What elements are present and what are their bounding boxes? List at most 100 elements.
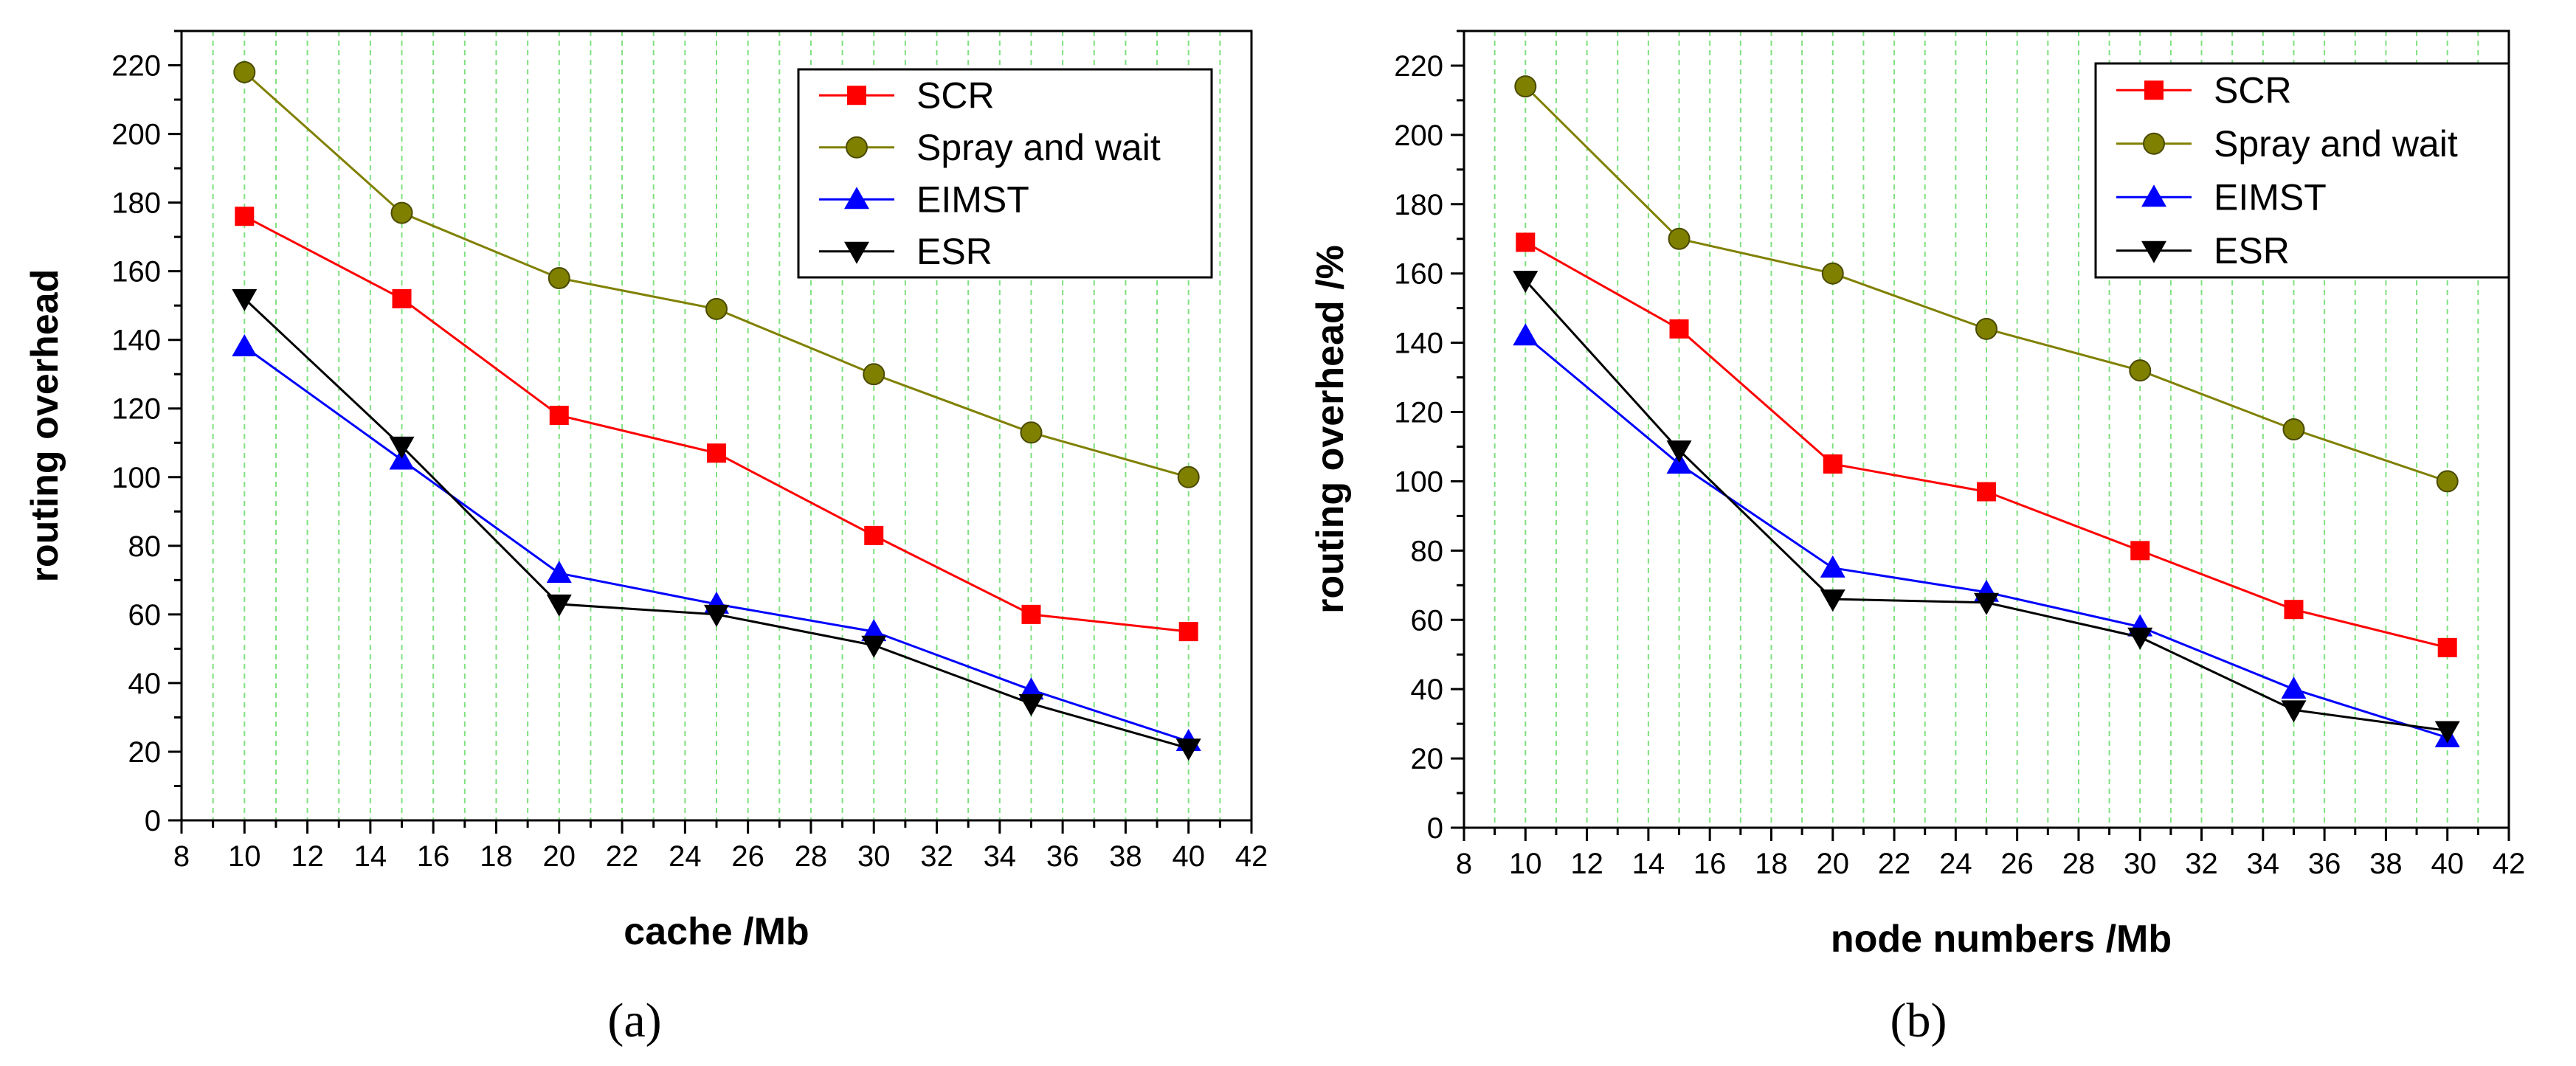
x-tick-label: 38 <box>1109 840 1142 873</box>
y-tick-label: 0 <box>145 805 161 837</box>
data-point-esr <box>2434 721 2460 744</box>
panel-label-a: (a) <box>607 994 661 1048</box>
data-point-spray-and-wait <box>1177 465 1200 488</box>
data-point-eimst <box>1513 323 1539 346</box>
data-point-scr <box>1823 454 1843 474</box>
x-tick-label: 32 <box>2185 848 2218 880</box>
data-point-spray-and-wait <box>1975 317 1997 340</box>
data-point-eimst <box>1820 555 1845 578</box>
data-point-spray-and-wait <box>705 297 728 320</box>
y-tick-label: 120 <box>1394 397 1443 429</box>
y-tick-label: 20 <box>1411 743 1444 775</box>
series-b <box>1513 75 2460 747</box>
y-axis-title-b: routing overhead /% <box>1309 245 1352 614</box>
x-tick-label: 14 <box>354 840 387 873</box>
x-tick-label: 28 <box>795 840 828 873</box>
legend-label-scr: SCR <box>2214 69 2292 111</box>
data-point-eimst <box>861 619 887 642</box>
y-tick-label: 200 <box>111 119 161 151</box>
data-point-esr <box>2127 627 2153 650</box>
data-point-spray-and-wait <box>2129 359 2152 382</box>
legend-marker-eimst <box>844 187 869 210</box>
y-tick-label: 0 <box>1427 812 1443 845</box>
x-tick-label: 30 <box>857 840 891 873</box>
data-point-spray-and-wait <box>863 363 885 386</box>
chart-panel-a: 8 10 12 14 16 18 20 22 24 26 28 30 32 34 36 38 40 42 0 20 40… <box>24 30 1268 1048</box>
panel-label-b: (b) <box>1890 994 1947 1048</box>
y-tick-label: 220 <box>111 50 161 83</box>
y-tick-label: 220 <box>1394 50 1443 83</box>
data-point-scr <box>2437 637 2457 657</box>
data-point-scr <box>549 406 569 426</box>
x-tick-label: 8 <box>173 840 190 873</box>
data-point-scr <box>235 207 255 226</box>
legend-label-esr: ESR <box>2214 230 2290 271</box>
legend-marker-spray-and-wait <box>846 136 868 159</box>
legend-label-spray-and-wait: Spray and wait <box>916 127 1161 168</box>
data-point-spray-and-wait <box>2436 470 2459 493</box>
x-tick-label: 34 <box>2247 848 2280 880</box>
x-tick-label: 18 <box>480 840 513 873</box>
y-tick-label: 160 <box>1394 258 1443 291</box>
x-tick-label: 12 <box>291 840 324 873</box>
data-point-scr <box>1516 232 1536 252</box>
legend-label-eimst: EIMST <box>916 179 1029 220</box>
data-point-scr <box>1021 604 1041 624</box>
data-point-scr <box>1669 319 1689 339</box>
data-point-scr <box>707 443 726 463</box>
data-point-spray-and-wait <box>1821 262 1844 285</box>
x-tick-label: 8 <box>1456 848 1472 880</box>
data-point-spray-and-wait <box>1020 421 1043 444</box>
chart-panel-b: 8 10 12 14 16 18 20 22 24 26 28 30 32 34 36 38 40 42 0 20 40… <box>1309 30 2526 1048</box>
legend-marker-esr <box>2141 240 2166 263</box>
x-tick-label: 30 <box>2124 848 2157 880</box>
x-tick-label: 38 <box>2369 848 2403 880</box>
data-point-esr <box>1175 738 1201 761</box>
data-point-esr <box>1018 693 1044 716</box>
x-tick-label: 32 <box>920 840 953 873</box>
x-tick-label: 10 <box>1509 848 1542 880</box>
data-point-esr <box>1666 440 1692 463</box>
data-point-esr <box>861 635 887 658</box>
legend-marker-eimst <box>2141 184 2166 207</box>
y-tick-label: 200 <box>1394 120 1443 152</box>
legend-label-eimst: EIMST <box>2214 176 2327 218</box>
grid-a <box>212 31 1221 820</box>
y-tick-label: 100 <box>1394 465 1443 498</box>
data-point-scr <box>2284 600 2304 620</box>
data-point-esr <box>1513 271 1539 294</box>
x-tick-label: 34 <box>984 840 1017 873</box>
x-tick-label: 36 <box>1046 840 1080 873</box>
y-tick-label: 60 <box>1411 604 1444 637</box>
data-point-eimst <box>546 561 572 584</box>
y-tick-label: 100 <box>111 462 161 494</box>
legend-label-spray-and-wait: Spray and wait <box>2214 123 2458 165</box>
legend-marker-esr <box>844 241 869 264</box>
x-tick-label: 16 <box>417 840 450 873</box>
y-tick-label: 40 <box>128 668 162 700</box>
y-tick-label: 160 <box>111 256 161 288</box>
y-tick-label: 180 <box>1394 189 1443 221</box>
x-tick-label: 22 <box>1878 848 1911 880</box>
y-tick-label: 120 <box>111 393 161 426</box>
data-point-spray-and-wait <box>548 266 570 289</box>
legend-label-scr: SCR <box>916 75 995 116</box>
x-axis-title-b: node numbers /Mb <box>1831 918 2172 961</box>
legend-b: SCR Spray and wait EIMST ESR <box>2094 62 2510 279</box>
y-tick-label: 140 <box>1394 328 1443 360</box>
y-axis-title-a: routing overhead <box>24 269 66 583</box>
data-point-spray-and-wait <box>390 201 413 224</box>
x-tick-label: 20 <box>543 840 576 873</box>
y-tick-label: 80 <box>128 530 162 563</box>
x-axis-title-a: cache /Mb <box>624 910 809 953</box>
x-tick-label: 28 <box>2062 848 2096 880</box>
x-tick-label: 18 <box>1755 848 1788 880</box>
data-point-spray-and-wait <box>1668 227 1691 250</box>
x-tick-label: 10 <box>228 840 261 873</box>
x-tick-label: 42 <box>2493 848 2526 880</box>
x-tick-label: 12 <box>1570 848 1603 880</box>
x-tick-label: 42 <box>1235 840 1268 873</box>
data-point-esr <box>1974 592 1999 615</box>
y-tick-label: 60 <box>128 599 162 631</box>
ticks-b: 8 10 12 14 16 18 20 22 24 26 28 30 32 34 36 38 40 42 0 20 40… <box>1394 30 2526 880</box>
